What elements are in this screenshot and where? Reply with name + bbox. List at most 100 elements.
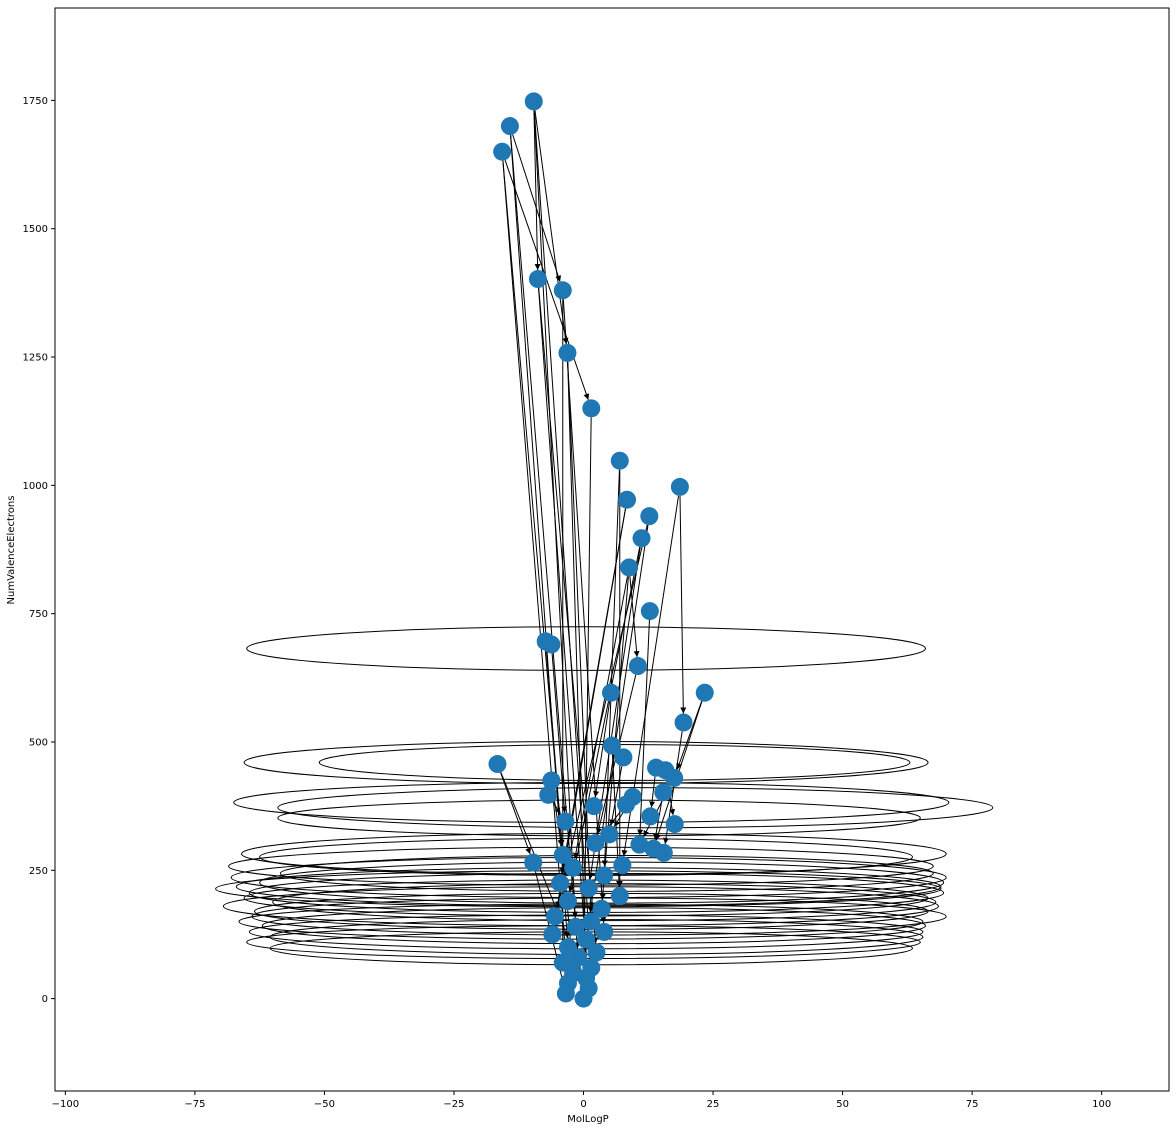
edge-34 bbox=[500, 772, 531, 855]
node-8 bbox=[670, 477, 689, 496]
node-55 bbox=[577, 930, 596, 949]
edge-35 bbox=[649, 776, 656, 808]
node-25 bbox=[665, 768, 684, 787]
edge-47 bbox=[676, 701, 703, 770]
node-46 bbox=[579, 879, 598, 898]
x-tick-label-2: −50 bbox=[314, 1099, 335, 1110]
y-tick-label-7: 1750 bbox=[23, 96, 48, 107]
y-axis-label: NumValenceElectrons bbox=[6, 496, 17, 605]
node-22 bbox=[488, 755, 507, 774]
node-52 bbox=[566, 917, 585, 936]
node-58 bbox=[569, 948, 588, 967]
node-17 bbox=[601, 683, 620, 702]
node-21 bbox=[614, 748, 633, 767]
y-tick-label-6: 1500 bbox=[23, 224, 48, 235]
x-tick-label-7: 75 bbox=[966, 1099, 979, 1110]
edge-21 bbox=[567, 546, 641, 893]
node-32 bbox=[641, 807, 660, 826]
node-36 bbox=[586, 834, 605, 853]
node-45 bbox=[551, 874, 570, 893]
y-tick-label-3: 750 bbox=[29, 609, 48, 620]
node-43 bbox=[564, 858, 583, 877]
node-47 bbox=[610, 886, 629, 905]
y-tick-label-4: 1000 bbox=[23, 481, 48, 492]
node-27 bbox=[654, 783, 673, 802]
edge-44 bbox=[512, 134, 562, 282]
node-57 bbox=[587, 943, 606, 962]
node-5 bbox=[558, 343, 577, 362]
edge-25 bbox=[637, 620, 650, 836]
edge-46 bbox=[679, 495, 687, 714]
self-loop-0 bbox=[246, 626, 926, 671]
edge-27 bbox=[551, 653, 568, 813]
node-18 bbox=[695, 683, 714, 702]
self-loop-4 bbox=[233, 782, 950, 824]
node-34 bbox=[665, 815, 684, 834]
x-tick-label-3: −25 bbox=[443, 1099, 464, 1110]
node-39 bbox=[654, 843, 673, 862]
y-tick-label-0: 0 bbox=[42, 994, 48, 1005]
edge-7 bbox=[538, 287, 599, 944]
self-loop-7 bbox=[259, 837, 914, 876]
node-6 bbox=[582, 399, 601, 418]
node-30 bbox=[616, 795, 635, 814]
node-7 bbox=[610, 451, 629, 470]
node-40 bbox=[553, 845, 572, 864]
node-28 bbox=[539, 785, 558, 804]
x-tick-label-8: 100 bbox=[1092, 1099, 1111, 1110]
node-31 bbox=[584, 797, 603, 816]
edge-43 bbox=[533, 110, 541, 271]
edge-12 bbox=[567, 361, 594, 913]
node-10 bbox=[640, 507, 659, 526]
edge-3 bbox=[510, 134, 570, 939]
node-12 bbox=[620, 558, 639, 577]
x-tick-label-5: 25 bbox=[707, 1099, 720, 1110]
node-19 bbox=[674, 713, 693, 732]
self-loop-24 bbox=[279, 854, 934, 892]
edge-29 bbox=[593, 701, 611, 798]
x-tick-label-1: −75 bbox=[184, 1099, 205, 1110]
edge-11 bbox=[567, 361, 589, 970]
edge-15 bbox=[601, 469, 620, 867]
node-2 bbox=[493, 142, 512, 161]
node-4 bbox=[553, 281, 572, 300]
node-1 bbox=[500, 117, 519, 136]
plot-frame bbox=[54, 7, 1170, 1092]
node-33 bbox=[556, 812, 575, 831]
self-loop-3 bbox=[277, 787, 994, 829]
edge-39 bbox=[653, 801, 663, 840]
edge-20 bbox=[585, 524, 649, 931]
node-51 bbox=[582, 912, 601, 931]
node-49 bbox=[592, 899, 611, 918]
node-16 bbox=[628, 657, 647, 676]
x-tick-label-0: −100 bbox=[52, 1099, 79, 1110]
node-65 bbox=[556, 984, 575, 1003]
edge-19 bbox=[555, 524, 648, 908]
y-tick-label-2: 500 bbox=[29, 737, 48, 748]
node-42 bbox=[613, 856, 632, 875]
edge-48 bbox=[629, 576, 640, 658]
node-15 bbox=[542, 635, 561, 654]
node-9 bbox=[618, 490, 637, 509]
node-layer bbox=[488, 92, 714, 1008]
node-37 bbox=[630, 835, 649, 854]
y-axis-ticks: 0 250 500 750 1000 1250 1500 1750 bbox=[23, 96, 55, 1005]
node-48 bbox=[558, 892, 577, 911]
node-13 bbox=[640, 602, 659, 621]
node-11 bbox=[632, 529, 651, 548]
node-54 bbox=[543, 925, 562, 944]
node-3 bbox=[528, 270, 547, 289]
edge-24 bbox=[572, 576, 628, 859]
node-50 bbox=[546, 907, 565, 926]
edge-33 bbox=[609, 766, 623, 826]
node-35 bbox=[600, 825, 619, 844]
node-41 bbox=[524, 853, 543, 872]
node-66 bbox=[574, 989, 593, 1008]
edge-40 bbox=[552, 802, 561, 815]
x-tick-label-4: 0 bbox=[580, 1099, 586, 1110]
edge-5 bbox=[502, 160, 570, 975]
node-53 bbox=[595, 922, 614, 941]
y-tick-label-1: 250 bbox=[29, 866, 48, 877]
node-0 bbox=[524, 92, 543, 111]
